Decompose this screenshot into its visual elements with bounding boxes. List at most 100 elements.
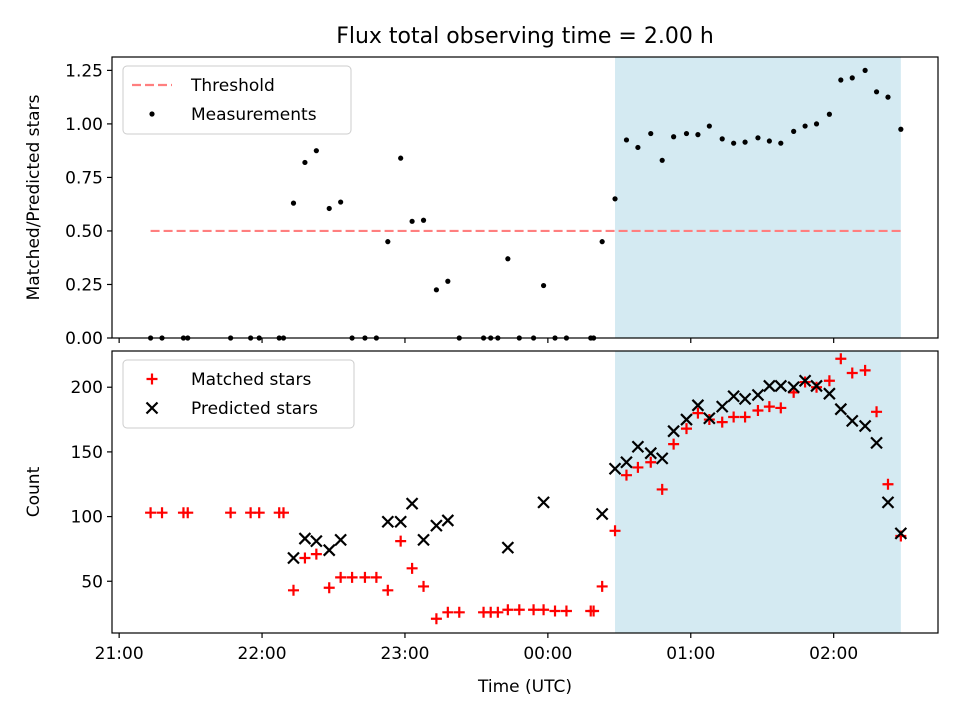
- measurement-point: [742, 139, 748, 145]
- predicted-star-point: [310, 534, 323, 548]
- matched-star-point: [395, 535, 407, 547]
- measurement-point: [695, 132, 701, 138]
- predicted-star-point: [405, 497, 419, 510]
- matched-star-point: [310, 548, 322, 560]
- predicted-star-point: [298, 532, 312, 545]
- matched-star-point: [668, 438, 680, 450]
- measurement-point: [898, 126, 904, 132]
- predicted-star-point: [608, 462, 622, 475]
- predicted-star-point: [644, 446, 658, 460]
- measurement-point: [671, 134, 677, 140]
- measurement-point: [778, 140, 784, 146]
- measurement-point: [326, 205, 332, 212]
- matched-star-point: [620, 469, 632, 481]
- measurement-point: [838, 77, 844, 83]
- predicted-star-point: [703, 411, 716, 425]
- predicted-star-point: [417, 533, 430, 547]
- chart-title: Flux total observing time = 2.00 h: [336, 24, 714, 49]
- y-tick-label: 150: [71, 443, 103, 463]
- predicted-star-point: [394, 515, 407, 529]
- matched-star-point: [775, 402, 787, 414]
- matched-star-point: [418, 580, 430, 592]
- matched-star-point: [680, 423, 692, 435]
- matched-star-point: [588, 605, 600, 617]
- matched-star-point: [492, 606, 504, 618]
- matched-star-point: [406, 562, 418, 574]
- predicted-star-point: [845, 414, 859, 428]
- measurement-point: [755, 135, 761, 141]
- predicted-star-point: [441, 514, 455, 527]
- measurement-point: [338, 199, 344, 205]
- y-tick-label: 0.50: [65, 222, 103, 242]
- legend-predicted-swatch: [145, 401, 159, 415]
- x-tick-label: 22:00: [238, 644, 287, 664]
- predicted-star-point: [834, 402, 848, 416]
- matched-star-point: [513, 604, 525, 616]
- y-tick-label: 0.75: [65, 168, 103, 188]
- matched-star-point: [335, 571, 347, 583]
- matched-star-point: [370, 571, 382, 583]
- predicted-star-point: [751, 388, 765, 402]
- predicted-star-point: [322, 543, 336, 557]
- predicted-star-point: [810, 379, 823, 393]
- measurement-point: [766, 138, 772, 144]
- top-panel: 0.00 0.25 0.50 0.75 1.00 1.25 Matched/Predicte…: [24, 56, 939, 349]
- measurement-point: [420, 217, 427, 223]
- measurement-point: [719, 136, 725, 142]
- measurement-point: [623, 137, 630, 143]
- predicted-star-point: [501, 541, 515, 554]
- matched-star-point: [502, 604, 514, 616]
- measurement-point: [885, 94, 891, 100]
- y-tick-label: 1.00: [65, 115, 103, 135]
- measurement-point: [505, 256, 511, 262]
- matched-star-point: [156, 507, 168, 519]
- matched-star-point: [645, 456, 657, 468]
- predicted-star-point: [287, 551, 300, 565]
- predicted-star-point: [537, 496, 550, 509]
- matched-star-point: [632, 461, 644, 473]
- x-axis-label: Time (UTC): [477, 677, 572, 697]
- predicted-star-point: [763, 379, 776, 393]
- matched-star-point: [287, 584, 299, 596]
- matched-star-point: [596, 580, 608, 592]
- matched-star-point: [538, 604, 550, 616]
- measurement-point: [862, 67, 868, 73]
- measurement-point: [599, 239, 605, 245]
- predicted-star-point: [680, 413, 693, 426]
- matched-star-point: [823, 375, 835, 387]
- matched-star-point: [225, 507, 237, 519]
- matched-star-point: [382, 584, 394, 596]
- predicted-star-point: [870, 436, 883, 450]
- measurement-point: [826, 111, 832, 117]
- measurement-point: [648, 130, 654, 137]
- matched-star-point: [656, 483, 668, 495]
- matched-star-point: [763, 401, 775, 413]
- matched-star-point: [453, 606, 465, 618]
- matched-star-point: [728, 411, 740, 423]
- predicted-star-point: [823, 387, 836, 400]
- axes-frame: [111, 56, 939, 339]
- predicted-star-point: [381, 515, 395, 529]
- measurement-point: [433, 287, 439, 293]
- legend-measurement-swatch: [149, 111, 155, 117]
- predicted-star-point: [881, 496, 895, 509]
- bottom-panel: 50 100 150 200 Count 21:00 22:00 23:00 00:00 01:0…: [24, 350, 939, 664]
- measurement-point: [659, 157, 665, 163]
- predicted-star-point: [631, 440, 645, 454]
- legend-label: Matched stars: [191, 370, 311, 390]
- measurement-point: [731, 140, 737, 146]
- matched-star-point: [549, 605, 561, 617]
- measurement-point: [683, 130, 690, 137]
- measurement-point: [302, 159, 308, 166]
- x-tick-label: 01:00: [666, 644, 715, 664]
- predicted-star-point: [595, 507, 609, 521]
- x-tick-label: 02:00: [809, 644, 858, 664]
- observing-span-shade: [615, 351, 901, 633]
- measurement-point: [313, 148, 319, 154]
- predicted-star-point: [655, 452, 669, 465]
- y-tick-label: 0.25: [65, 275, 103, 295]
- predicted-star-point: [691, 399, 705, 412]
- y-axis-label: Matched/Predicted stars: [24, 94, 44, 300]
- predicted-star-point: [715, 400, 729, 413]
- predicted-star-point: [894, 527, 908, 540]
